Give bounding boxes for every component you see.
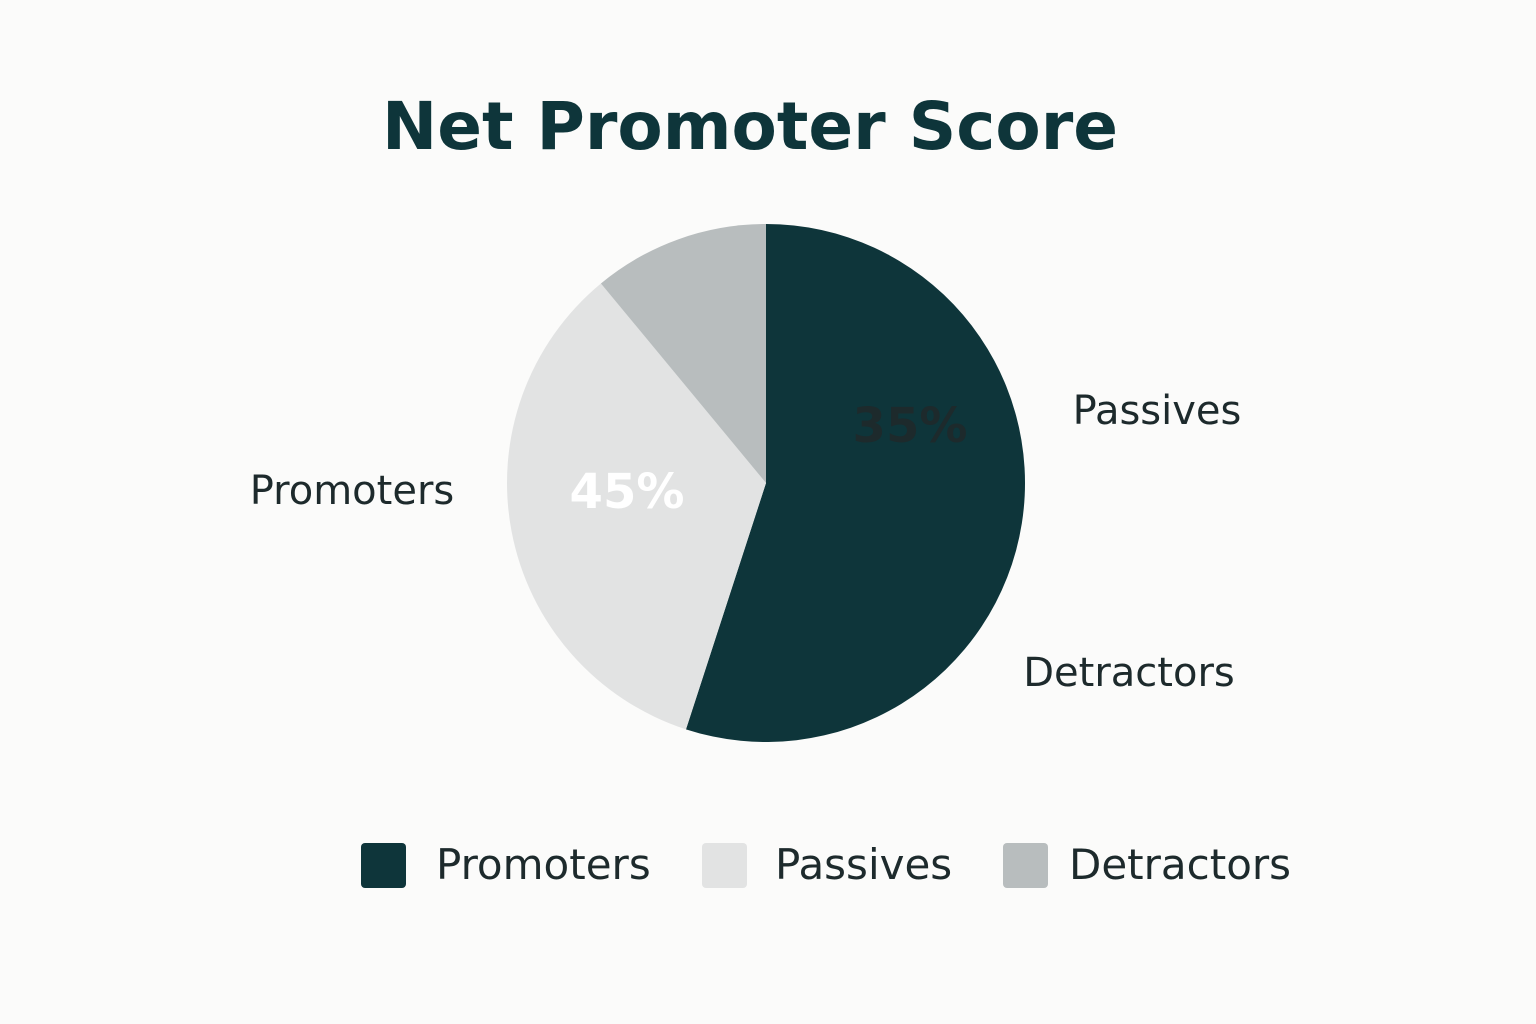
slice-labels: Promoters Passives Detractors (250, 388, 1242, 696)
legend-label-passives: Passives (775, 840, 952, 889)
pie-slice-detractors (600, 224, 766, 483)
value-label-promoters: 45% (570, 464, 685, 520)
chart-title: Net Promoter Score (382, 88, 1118, 165)
legend-swatch-passives (702, 843, 747, 888)
slice-label-promoters: Promoters (250, 468, 454, 514)
value-label-passives: 35% (853, 398, 968, 454)
value-labels: 45% 35% (570, 398, 968, 520)
pie-slice-passives (507, 283, 766, 730)
legend-swatch-promoters (361, 843, 406, 888)
legend: Promoters Passives Detractors (361, 840, 1291, 889)
pie-slice-promoters (685, 224, 1026, 743)
pie-slices (507, 224, 1026, 743)
slice-label-detractors: Detractors (1023, 650, 1234, 696)
legend-swatch-detractors (1003, 843, 1048, 888)
slice-label-passives: Passives (1073, 388, 1242, 434)
legend-label-promoters: Promoters (436, 840, 651, 889)
legend-label-detractors: Detractors (1069, 840, 1291, 889)
